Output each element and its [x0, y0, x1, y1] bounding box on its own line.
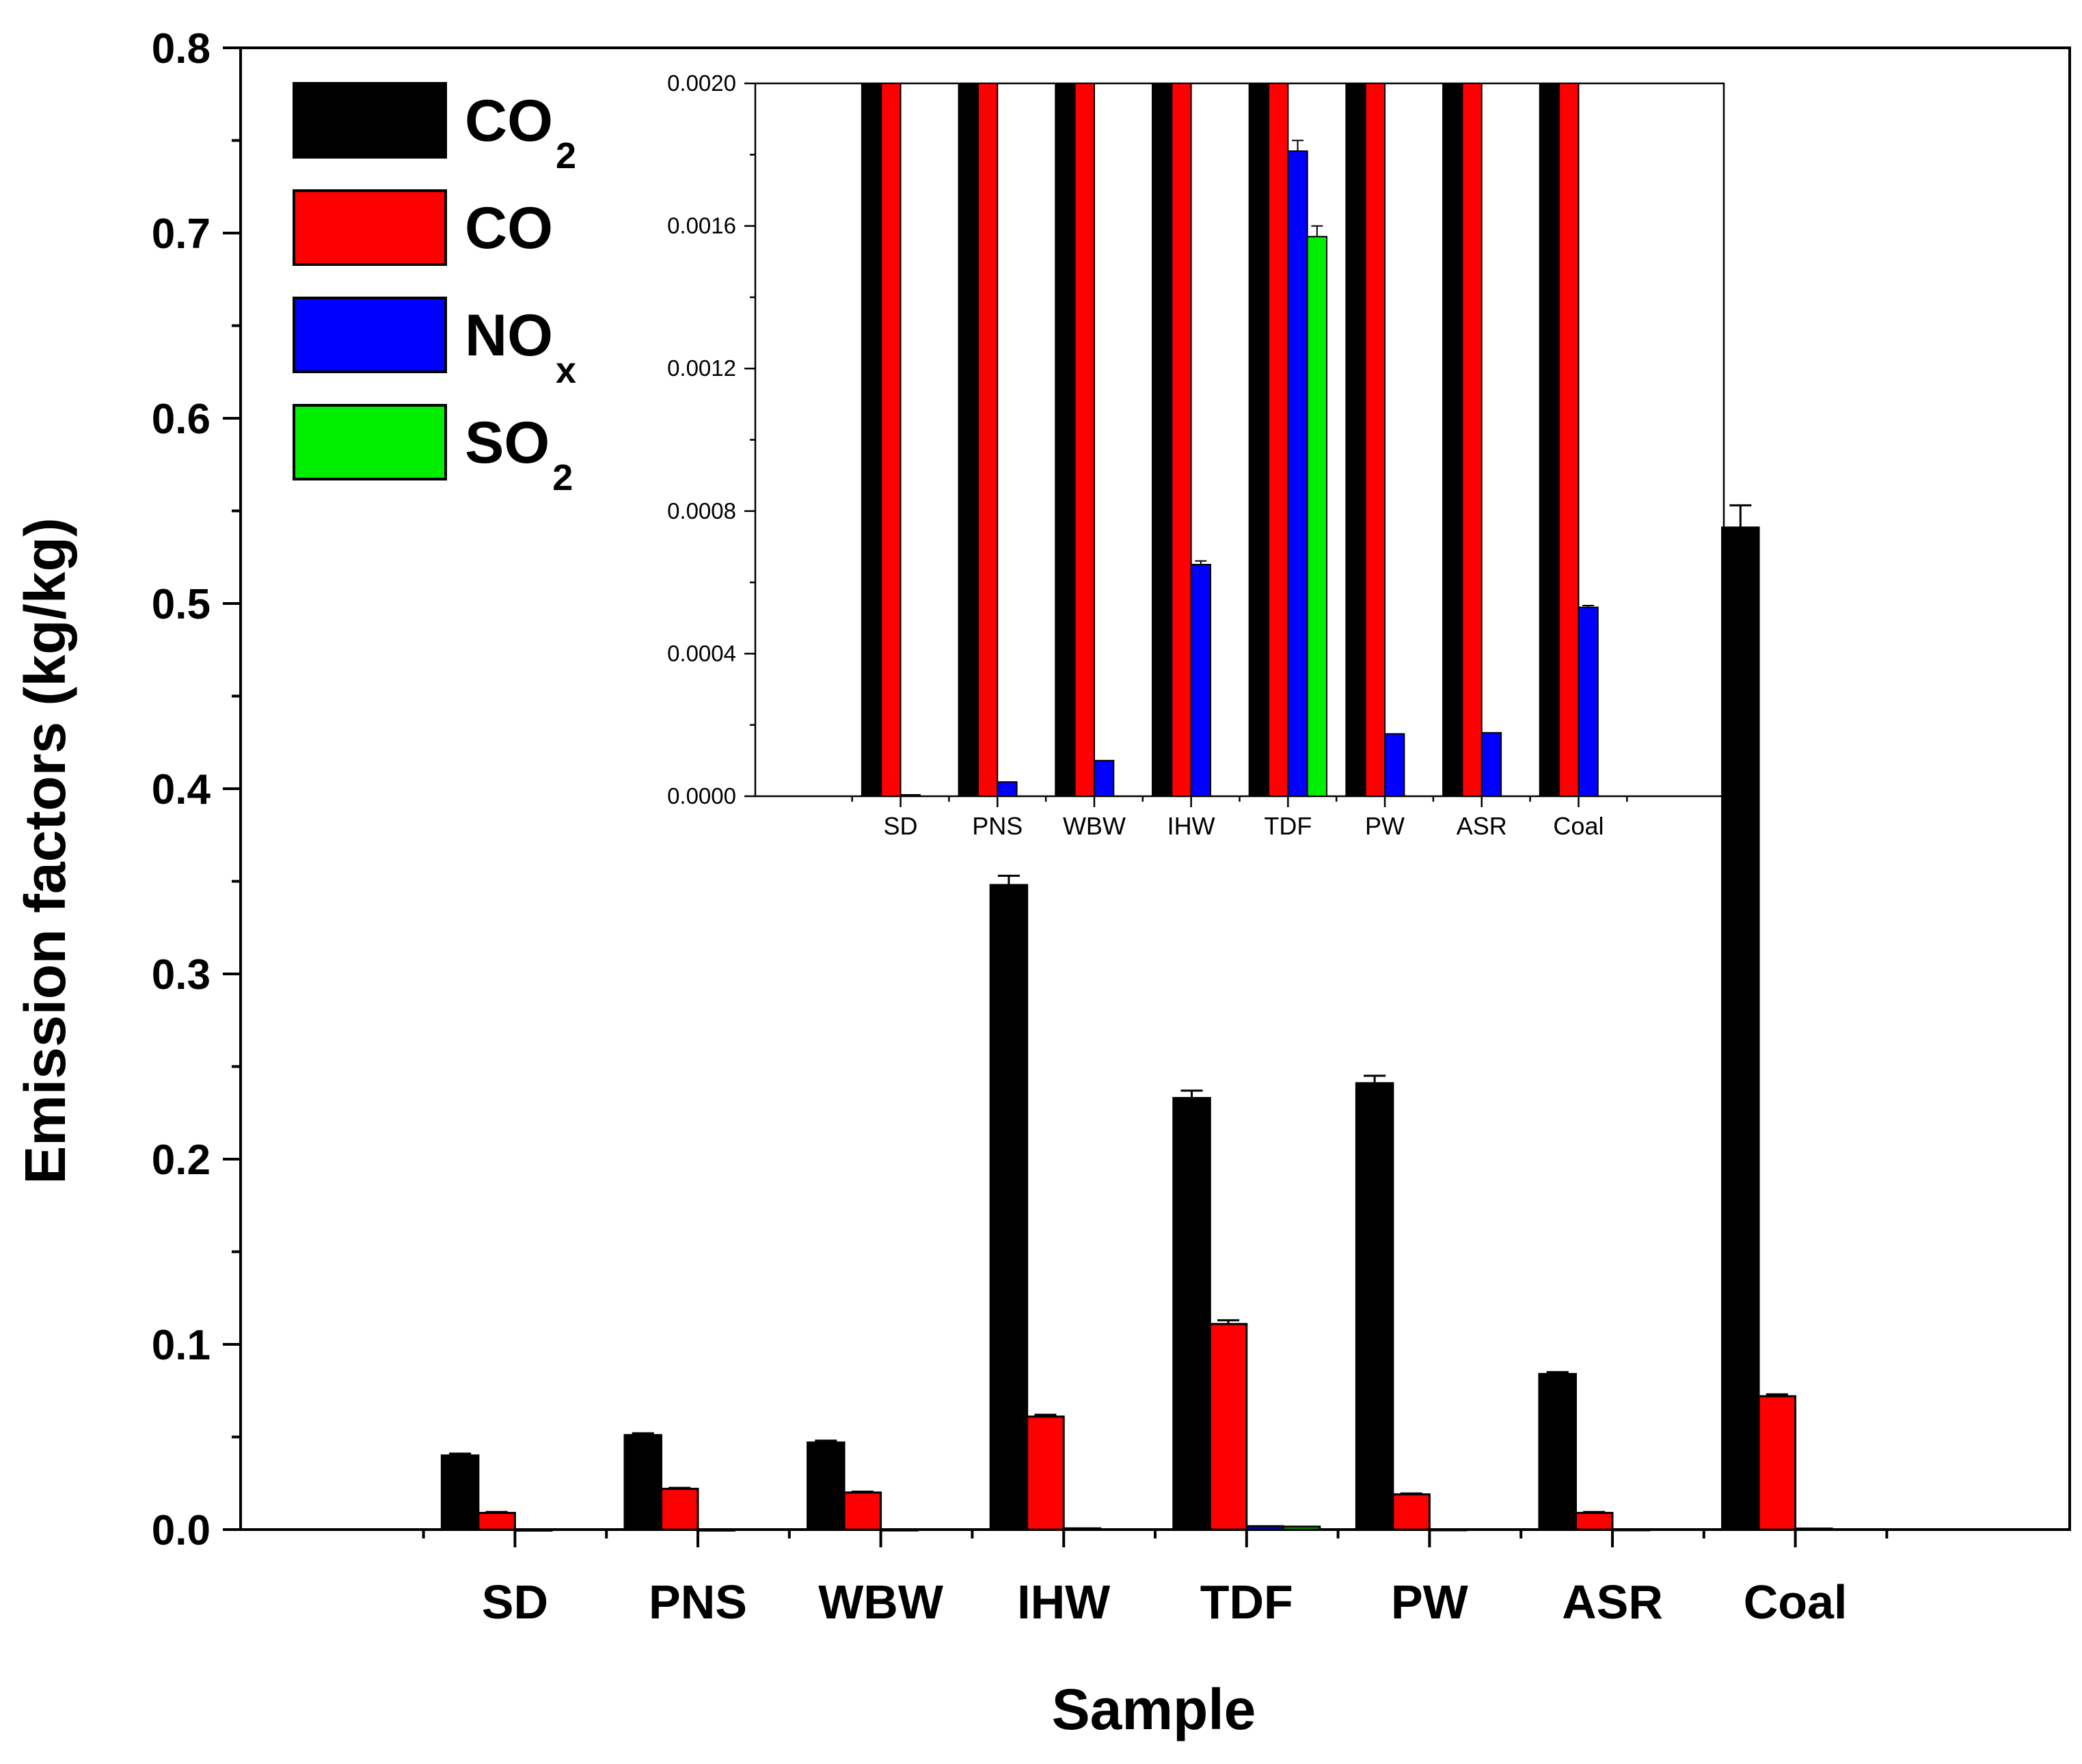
- legend-label: SO2: [465, 410, 573, 498]
- main-bar-nox: [1611, 1528, 1651, 1532]
- x-axis-title: Sample: [1052, 1677, 1256, 1741]
- inset-bar-nox: [1190, 564, 1211, 798]
- main-y-tick-label: 0.8: [152, 25, 211, 72]
- inset-bar-co: [1558, 83, 1580, 797]
- inset-category-label: WBW: [1063, 812, 1126, 840]
- inset-category-label: PNS: [972, 812, 1023, 840]
- inset-y-tick-label: 0.0016: [667, 213, 736, 239]
- main-bar-nox: [880, 1528, 919, 1532]
- inset-bar-co: [880, 83, 902, 797]
- main-category-label: PNS: [649, 1575, 747, 1629]
- main-y-tick-label: 0.1: [152, 1322, 211, 1369]
- main-bar-co2: [1538, 1372, 1577, 1531]
- legend-swatch: [293, 189, 447, 266]
- main-bar-co2: [1172, 1097, 1211, 1531]
- inset-y-tick-label: 0.0020: [667, 70, 736, 96]
- main-bar-nox: [697, 1528, 736, 1532]
- inset-y-tick-label: 0.0000: [667, 783, 736, 809]
- inset-category-label: SD: [884, 812, 918, 840]
- main-category-label: Coal: [1744, 1575, 1848, 1629]
- main-y-tick-label: 0.4: [152, 766, 211, 813]
- inset-bar-co: [1074, 83, 1095, 797]
- main-bar-nox: [513, 1528, 553, 1532]
- y-axis-title: Emission factors (kg/kg): [13, 517, 77, 1184]
- inset-bar-co2: [1055, 83, 1076, 797]
- main-bar-co: [1757, 1395, 1797, 1531]
- legend-swatch: [293, 82, 447, 159]
- inset-bar-co: [1268, 83, 1289, 797]
- inset-category-label: Coal: [1553, 812, 1604, 840]
- legend-label: CO: [465, 195, 553, 261]
- legend-label: CO2: [465, 88, 576, 176]
- main-bar-co: [1574, 1512, 1614, 1531]
- inset-bar-co2: [861, 83, 882, 797]
- inset-bar-co2: [958, 83, 979, 797]
- main-y-tick-label: 0.7: [152, 211, 211, 258]
- inset-category-label: IHW: [1167, 812, 1215, 840]
- inset-bar-co: [1461, 83, 1483, 797]
- main-bar-co: [1026, 1415, 1065, 1531]
- main-bar-nox: [1245, 1525, 1284, 1531]
- main-bar-co: [477, 1512, 516, 1531]
- main-category-label: WBW: [818, 1575, 943, 1629]
- main-category-label: SD: [482, 1575, 548, 1629]
- inset-category-label: ASR: [1457, 812, 1507, 840]
- main-y-tick-label: 0.2: [152, 1137, 211, 1184]
- legend-swatch: [293, 297, 447, 373]
- inset-bar-co2: [1442, 83, 1463, 797]
- main-y-tick-label: 0.5: [152, 581, 211, 628]
- inset-bar-nox: [1481, 732, 1502, 797]
- main-bar-co2: [807, 1441, 846, 1531]
- main-bar-co: [660, 1487, 699, 1531]
- inset-bar-co2: [1345, 83, 1366, 797]
- inset-y-tick-label: 0.0008: [667, 498, 736, 524]
- main-bar-co: [1392, 1493, 1431, 1531]
- main-bar-nox: [1428, 1528, 1468, 1532]
- inset-bar-co: [1171, 83, 1192, 797]
- main-y-tick-label: 0.0: [152, 1507, 211, 1554]
- inset-category-label: PW: [1365, 812, 1405, 840]
- inset-y-tick-label: 0.0012: [667, 355, 736, 381]
- main-bar-co2: [1355, 1082, 1394, 1531]
- main-bar-co2: [989, 884, 1029, 1531]
- main-plot: 0.0 0.1 0.2 0.3 0.4 0.5 0.6 0.7 0.8 SD PNS WBW IHW TD…: [152, 25, 2071, 1629]
- inset-bar-so2: [1306, 236, 1328, 797]
- main-bar-co2: [623, 1434, 662, 1531]
- inset-bar-co2: [1539, 83, 1560, 797]
- main-bar-co2: [1721, 526, 1760, 1531]
- inset-y-tick-label: 0.0004: [667, 640, 736, 666]
- main-category-label: TDF: [1200, 1575, 1293, 1629]
- inset-bar-nox: [1287, 150, 1308, 797]
- legend-label: NOx: [465, 303, 576, 391]
- main-bar-co: [1208, 1322, 1248, 1531]
- main-bar-nox: [1062, 1527, 1102, 1531]
- main-y-tick-label: 0.3: [152, 951, 211, 999]
- inset-bar-nox: [997, 781, 1018, 798]
- inset-bar-co2: [1151, 83, 1173, 797]
- legend-swatch: [293, 404, 447, 480]
- inset-bar-nox: [1578, 606, 1599, 797]
- legend: CO2 CO NOx SO2: [293, 82, 576, 498]
- inset-plot: 0.0000 0.0004 0.0008 0.0012 0.0016 0.0020 SD PN…: [667, 70, 1725, 840]
- main-bar-so2: [1282, 1525, 1321, 1531]
- main-category-label: IHW: [1017, 1575, 1110, 1629]
- main-category-label: ASR: [1562, 1575, 1663, 1629]
- main-bar-nox: [1794, 1528, 1833, 1531]
- main-category-label: PW: [1391, 1575, 1468, 1629]
- inset-bar-co2: [1248, 83, 1270, 797]
- inset-bar-nox: [1093, 759, 1115, 797]
- inset-bar-nox: [1384, 733, 1405, 798]
- inset-bar-nox: [900, 793, 921, 797]
- inset-bar-co: [977, 83, 999, 797]
- main-y-tick-label: 0.6: [152, 396, 211, 443]
- main-bar-co: [843, 1491, 882, 1531]
- main-bar-co2: [440, 1454, 480, 1531]
- inset-category-label: TDF: [1264, 812, 1312, 840]
- inset-bar-co: [1364, 83, 1386, 797]
